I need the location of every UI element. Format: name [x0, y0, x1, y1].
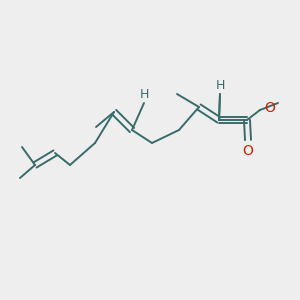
Text: O: O: [264, 101, 275, 115]
Text: H: H: [139, 88, 149, 101]
Text: H: H: [215, 79, 225, 92]
Text: O: O: [243, 144, 254, 158]
